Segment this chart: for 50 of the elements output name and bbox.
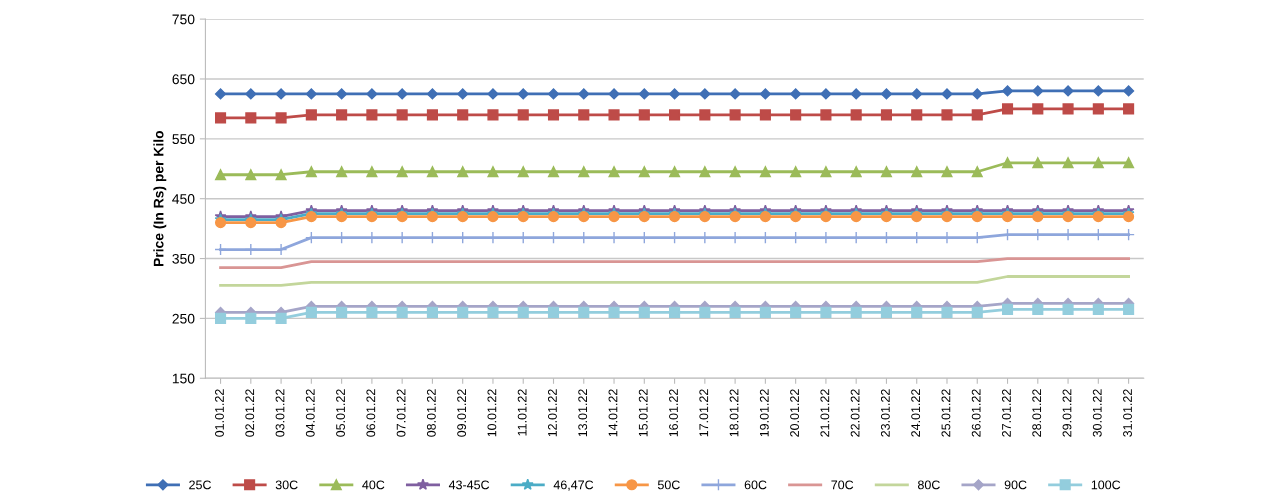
- x-tick-label: 29.01.22: [1062, 389, 1072, 437]
- x-tick-label: 04.01.22: [305, 389, 315, 437]
- x-tick-label: 21.01.22: [820, 389, 830, 437]
- x-tick-label: 30.01.22: [1092, 389, 1102, 437]
- x-tick-label: 07.01.22: [396, 389, 406, 437]
- legend-label: 40C: [362, 480, 385, 490]
- y-tick-label: 550: [172, 134, 195, 144]
- legend-label: 50C: [657, 480, 680, 490]
- x-tick-label: 06.01.22: [366, 389, 376, 437]
- legend-label: 43-45C: [448, 480, 490, 490]
- x-tick-label: 10.01.22: [487, 389, 497, 437]
- x-tick-label: 17.01.22: [699, 389, 709, 437]
- x-tick-label: 19.01.22: [759, 389, 769, 437]
- x-tick-label: 05.01.22: [336, 389, 345, 437]
- x-tick-label: 12.01.22: [548, 389, 557, 437]
- x-tick-label: 03.01.22: [275, 389, 285, 437]
- x-tick-label: 28.01.22: [1032, 389, 1042, 437]
- legend-label: 60C: [744, 480, 767, 490]
- y-tick-label: 250: [172, 313, 195, 324]
- x-tick-label: 14.01.22: [608, 389, 618, 437]
- x-tick-label: 27.01.22: [1002, 389, 1011, 437]
- y-tick-label: 350: [172, 253, 195, 264]
- x-tick-label: 23.01.22: [880, 389, 890, 437]
- legend-label: 80C: [917, 480, 940, 490]
- x-tick-label: 01.01.22: [215, 389, 224, 437]
- x-tick-label: 25.01.22: [941, 389, 951, 437]
- legend-label: 46,47C: [553, 480, 594, 491]
- x-tick-label: 09.01.22: [457, 389, 467, 437]
- x-tick-label: 15.01.22: [638, 389, 648, 437]
- x-tick-label: 26.01.22: [971, 389, 981, 437]
- x-tick-label: 22.01.22: [850, 389, 860, 437]
- x-tick-label: 13.01.22: [578, 389, 588, 437]
- y-axis-title: Price (In Rs) per Kilo: [153, 130, 167, 267]
- x-tick-label: 20.01.22: [790, 389, 800, 437]
- legend-label: 90C: [1004, 480, 1027, 490]
- y-tick-label: 750: [172, 14, 195, 25]
- y-tick-label: 650: [172, 74, 195, 85]
- y-tick-label: 450: [172, 194, 195, 204]
- x-tick-label: 16.01.22: [669, 389, 678, 437]
- x-tick-label: 18.01.22: [729, 389, 739, 437]
- y-tick-label: 150: [172, 373, 195, 384]
- x-tick-label: 24.01.22: [911, 389, 921, 437]
- legend-label: 70C: [831, 480, 854, 490]
- x-tick-label: 11.01.22: [517, 389, 527, 436]
- legend-label: 100C: [1091, 480, 1121, 490]
- x-tick-label: 02.01.22: [245, 389, 255, 437]
- x-tick-label: 08.01.22: [426, 389, 436, 437]
- x-tick-label: 31.01.22: [1123, 389, 1132, 437]
- legend-label: 30C: [275, 480, 298, 490]
- legend-label: 25C: [189, 480, 212, 490]
